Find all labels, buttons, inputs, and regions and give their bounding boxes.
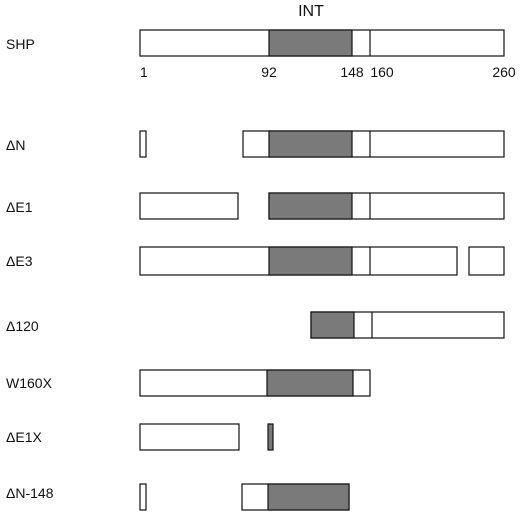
delta-n-n-terminal-fragment [139, 130, 147, 158]
row-label-delta-n-148: ΔN-148 [6, 485, 54, 501]
delta-n-int-domain [268, 130, 353, 158]
tick-label-92: 92 [261, 64, 277, 80]
delta-e1x-n-fragment [139, 423, 240, 451]
tick-label-160: 160 [370, 64, 394, 80]
delta-e3-c-terminal-fragment [468, 246, 505, 276]
row-label-delta-120: Δ120 [6, 318, 39, 334]
tick-label-1: 1 [140, 64, 148, 80]
row-delta-120: Δ120 [6, 311, 505, 339]
row-delta-e1x: ΔE1X [6, 423, 274, 451]
row-w160x: W160X [6, 369, 371, 397]
w160x-int-domain [266, 369, 354, 397]
shp-int-domain [268, 29, 353, 57]
row-label-delta-e1: ΔE1 [6, 199, 33, 215]
row-delta-e3: ΔE3 [6, 246, 505, 276]
delta-n-148-n-terminal-fragment [139, 483, 147, 511]
row-shp: SHP 1 92 148 160 260 [6, 29, 516, 80]
tick-label-260: 260 [492, 64, 516, 80]
row-label-delta-n: ΔN [6, 137, 25, 153]
row-delta-n: ΔN [6, 130, 505, 158]
row-label-w160x: W160X [6, 375, 53, 391]
row-delta-n-148: ΔN-148 [6, 483, 350, 511]
delta-e1-n-fragment [139, 192, 239, 220]
delta-120-int-domain [310, 311, 355, 339]
delta-e1x-int-stub [267, 423, 274, 451]
row-delta-e1: ΔE1 [6, 192, 505, 220]
delta-e1-int-domain [268, 192, 353, 220]
delta-n-148-int-domain [267, 483, 350, 511]
row-label-delta-e1x: ΔE1X [6, 429, 42, 445]
tick-label-148: 148 [340, 64, 364, 80]
row-label-shp: SHP [6, 36, 35, 52]
delta-e3-int-domain [268, 246, 353, 276]
row-label-delta-e3: ΔE3 [6, 253, 33, 269]
int-domain-title: INT [298, 3, 324, 20]
